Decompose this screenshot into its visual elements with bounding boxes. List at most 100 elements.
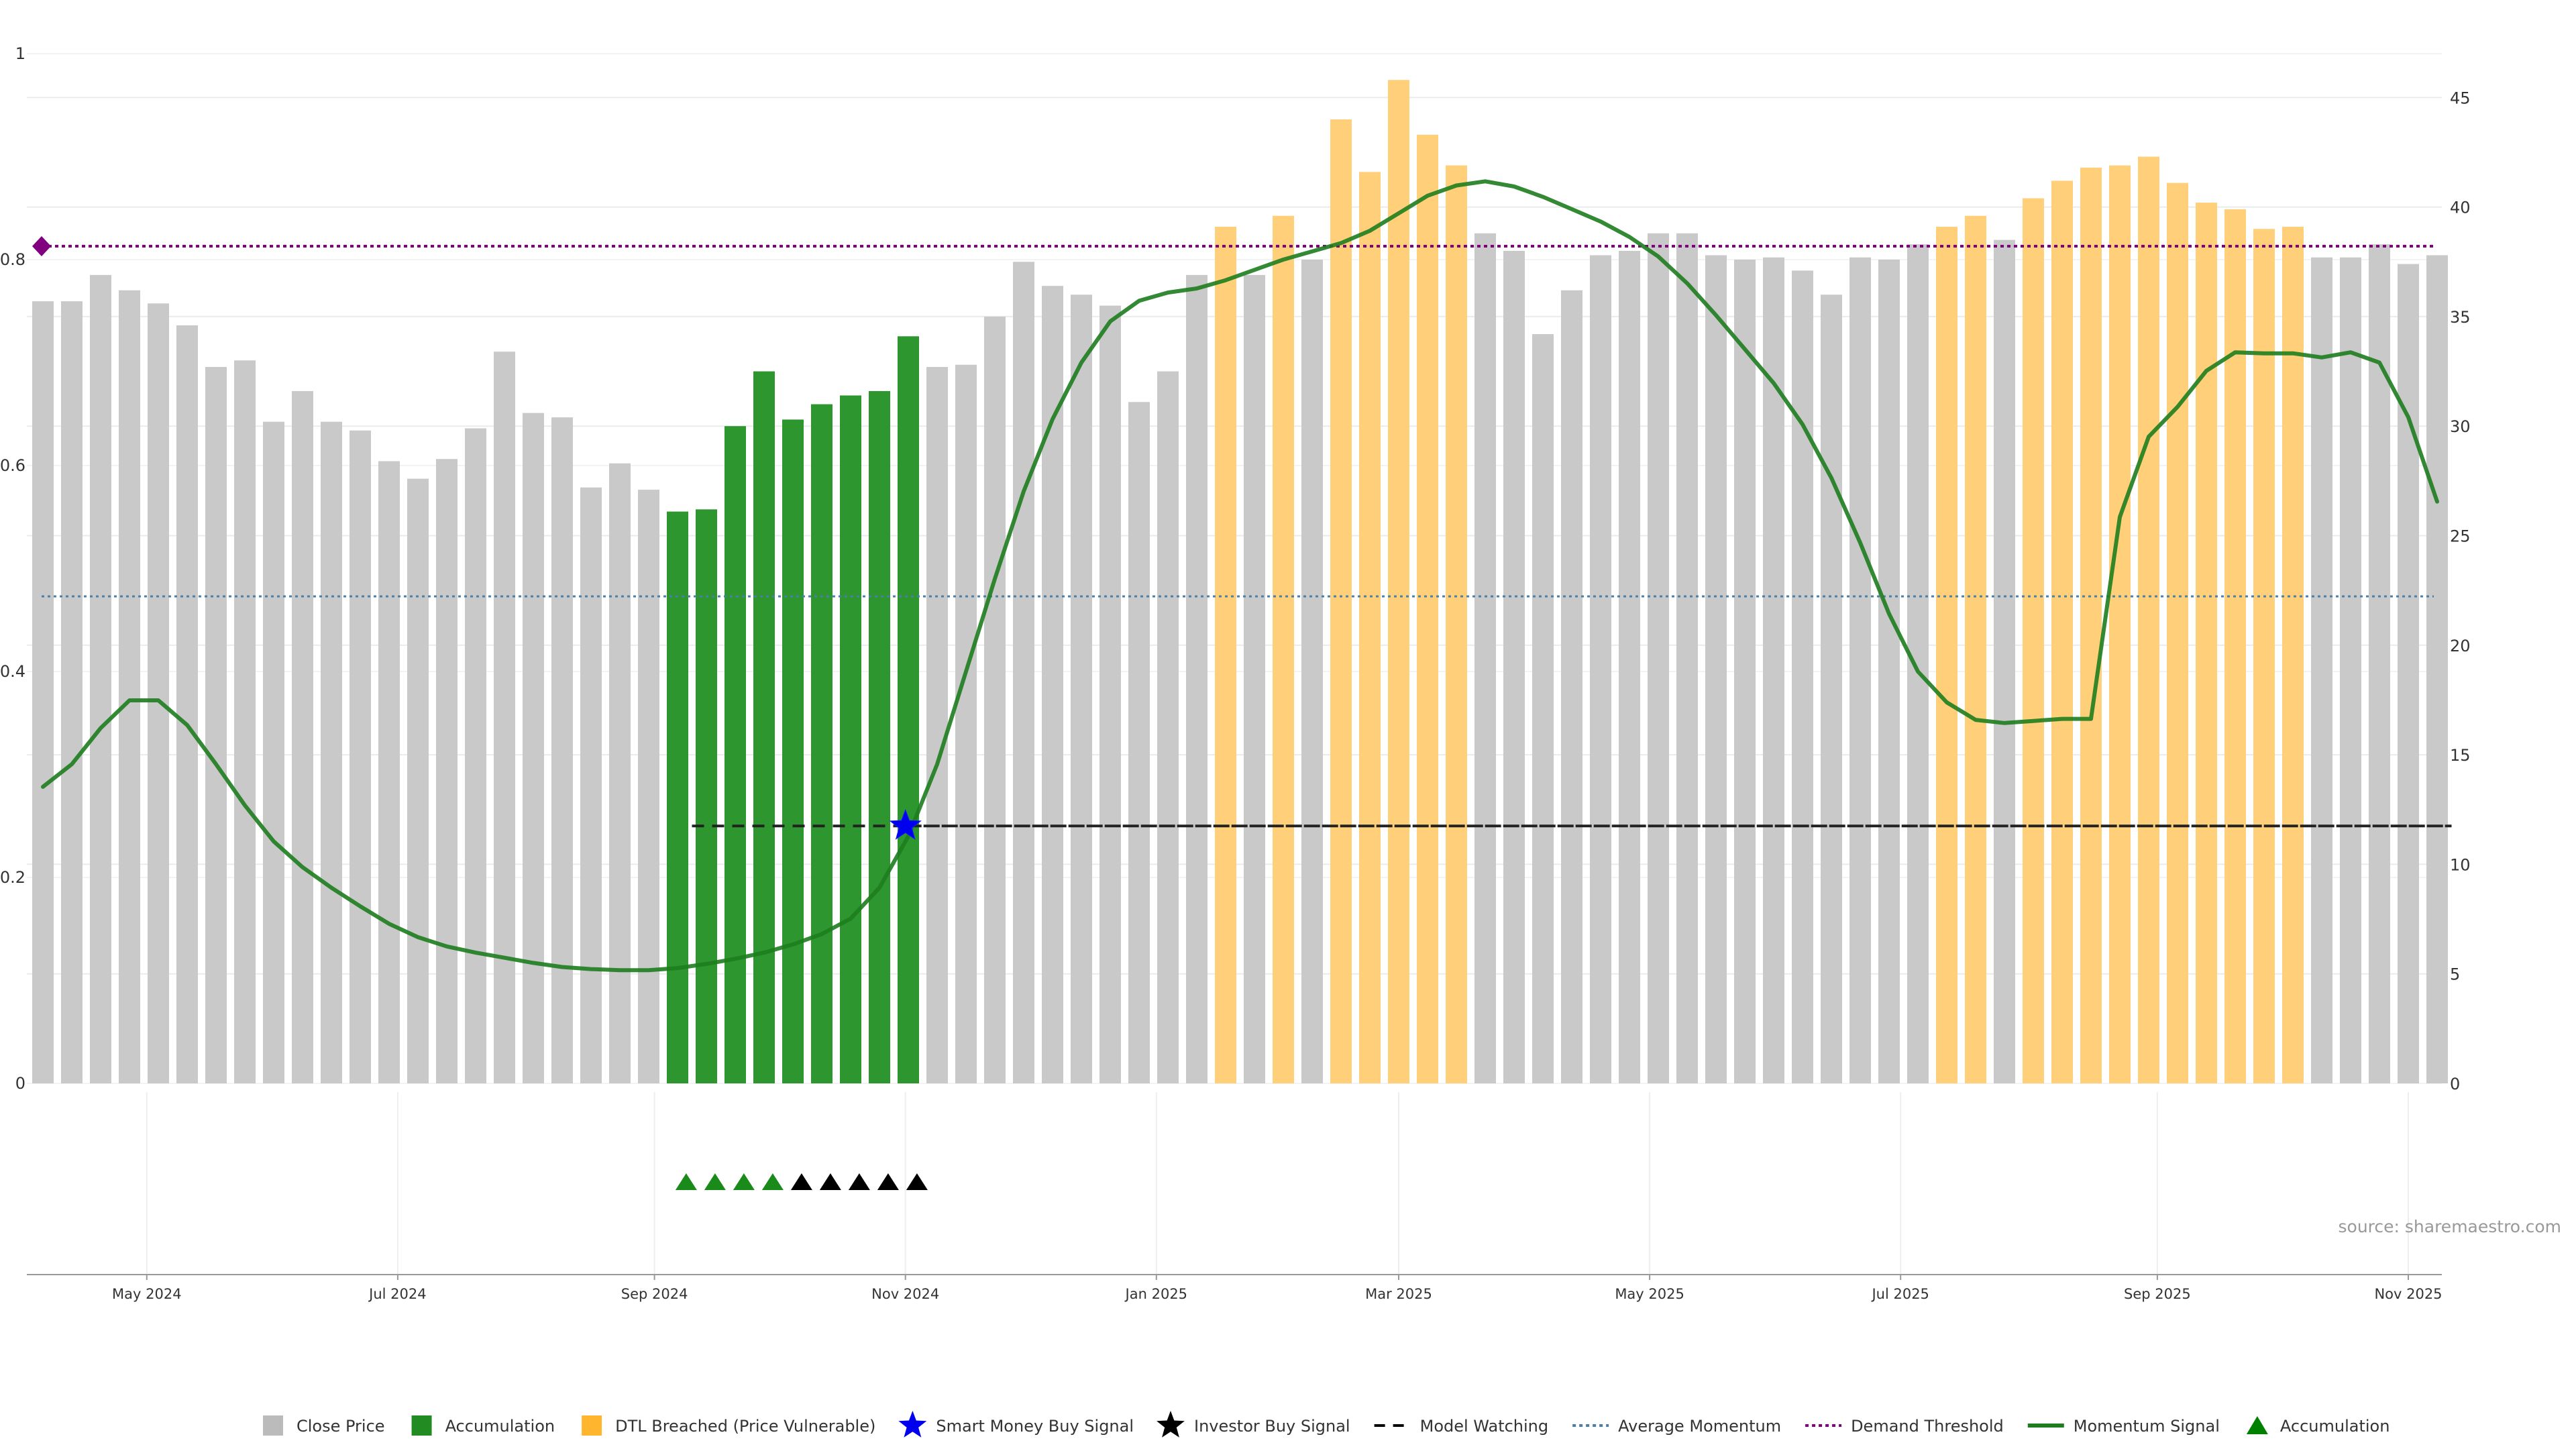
accumulation-triangle-4 <box>790 1173 812 1190</box>
bar-12 <box>378 461 400 1083</box>
bar-15 <box>465 428 486 1083</box>
legend-label-8: Momentum Signal <box>2074 1417 2220 1436</box>
bar-33 <box>984 316 1006 1083</box>
bar-41 <box>1215 227 1236 1084</box>
bar-26 <box>782 419 804 1083</box>
bar-0 <box>32 301 54 1083</box>
bar-27 <box>811 404 833 1083</box>
bar-74 <box>2167 182 2188 1083</box>
x-tick-label-0: May 2024 <box>112 1286 182 1302</box>
bar-50 <box>1474 233 1496 1084</box>
bar-14 <box>436 459 458 1083</box>
momentum-signal-layer <box>41 179 2439 973</box>
bar-83 <box>2426 255 2448 1084</box>
bar-3 <box>119 290 140 1084</box>
legend-star-3 <box>898 1411 927 1438</box>
bar-58 <box>1705 255 1727 1084</box>
bar-59 <box>1734 260 1756 1083</box>
bar-79 <box>2311 257 2332 1084</box>
bar-69 <box>2023 198 2044 1083</box>
x-axis: May 2024 Jul 2024 Sep 2024 Nov 2024 Jan 2025… <box>27 1274 2443 1302</box>
bar-46 <box>1359 172 1381 1083</box>
left-axis: 0 0.2 0.4 0.6 0.8 1 <box>0 44 25 1093</box>
legend-label-4: Investor Buy Signal <box>1194 1417 1350 1436</box>
legend-label-6: Average Momentum <box>1618 1417 1781 1436</box>
bar-29 <box>869 390 890 1083</box>
bar-19 <box>580 487 602 1083</box>
bar-16 <box>494 352 515 1084</box>
x-tick-label-5: Mar 2025 <box>1365 1286 1432 1302</box>
bar-80 <box>2340 257 2361 1084</box>
bar-61 <box>1792 270 1813 1083</box>
bar-72 <box>2109 165 2131 1083</box>
bar-38 <box>1128 402 1150 1083</box>
accumulation-triangle-8 <box>906 1173 928 1190</box>
accumulation-triangle-2 <box>733 1173 755 1190</box>
momentum-signal-line <box>41 179 2439 973</box>
x-tick-label-8: Sep 2025 <box>2124 1286 2191 1302</box>
legend-swatch-2 <box>582 1415 602 1436</box>
source-label: source: sharemaestro.com <box>2339 1217 2562 1236</box>
right-tick-label-5: 25 <box>2450 527 2471 546</box>
bar-5 <box>176 325 198 1083</box>
bar-24 <box>724 426 746 1083</box>
accumulation-triangle-5 <box>819 1173 841 1190</box>
bar-37 <box>1099 305 1121 1084</box>
bar-23 <box>696 509 717 1083</box>
bar-36 <box>1071 294 1092 1083</box>
bar-13 <box>407 478 429 1083</box>
left-tick-label-4: 0.8 <box>0 250 25 269</box>
x-tick-label-6: May 2025 <box>1615 1286 1684 1302</box>
bar-8 <box>263 421 284 1083</box>
smart-money-buy-star <box>889 808 922 840</box>
bar-20 <box>609 463 631 1083</box>
right-tick-label-9: 45 <box>2450 89 2471 107</box>
accumulation-triangles <box>675 1173 928 1190</box>
bar-17 <box>523 413 544 1083</box>
right-tick-label-6: 30 <box>2450 417 2471 436</box>
legend-label-9: Accumulation <box>2280 1417 2390 1436</box>
bar-30 <box>898 336 919 1084</box>
bar-18 <box>551 417 573 1083</box>
bar-66 <box>1936 227 1957 1084</box>
left-tick-label-2: 0.4 <box>0 662 25 681</box>
bar-22 <box>667 511 688 1083</box>
bar-78 <box>2282 227 2304 1084</box>
x-tick-label-2: Sep 2024 <box>621 1286 688 1302</box>
left-tick-label-3: 0.6 <box>0 456 25 475</box>
bar-52 <box>1532 334 1554 1084</box>
accumulation-triangle-3 <box>761 1173 784 1190</box>
bar-45 <box>1330 119 1352 1083</box>
bar-21 <box>638 489 659 1083</box>
legend-triangle-9 <box>2246 1416 2268 1434</box>
bar-77 <box>2253 229 2275 1083</box>
legend-label-7: Demand Threshold <box>1851 1417 2004 1436</box>
bar-49 <box>1446 165 1467 1083</box>
reference-lines <box>32 236 2452 828</box>
signal-markers <box>889 808 922 840</box>
bar-65 <box>1907 244 1929 1083</box>
left-tick-label-0: 0 <box>15 1074 25 1093</box>
legend-swatch-1 <box>411 1415 432 1436</box>
bar-53 <box>1561 290 1582 1084</box>
bar-71 <box>2080 167 2102 1083</box>
right-axis: 0 5 10 15 20 25 30 35 40 45 <box>2450 89 2471 1093</box>
bar-39 <box>1157 371 1179 1083</box>
legend-label-0: Close Price <box>297 1417 385 1436</box>
bar-75 <box>2196 203 2217 1084</box>
bar-2 <box>90 274 111 1083</box>
bar-32 <box>955 364 977 1084</box>
bar-54 <box>1590 255 1611 1084</box>
x-tick-label-4: Jan 2025 <box>1124 1286 1188 1302</box>
left-tick-label-5: 1 <box>15 44 25 63</box>
bar-76 <box>2224 209 2246 1084</box>
x-tick-label-7: Jul 2025 <box>1870 1286 1929 1302</box>
legend-label-2: DTL Breached (Price Vulnerable) <box>615 1417 875 1436</box>
bar-73 <box>2138 156 2159 1083</box>
accumulation-triangle-6 <box>848 1173 870 1190</box>
bar-70 <box>2051 180 2073 1083</box>
accumulation-triangle-1 <box>704 1173 726 1190</box>
bar-68 <box>1994 239 2015 1083</box>
x-tick-label-1: Jul 2024 <box>368 1286 426 1302</box>
